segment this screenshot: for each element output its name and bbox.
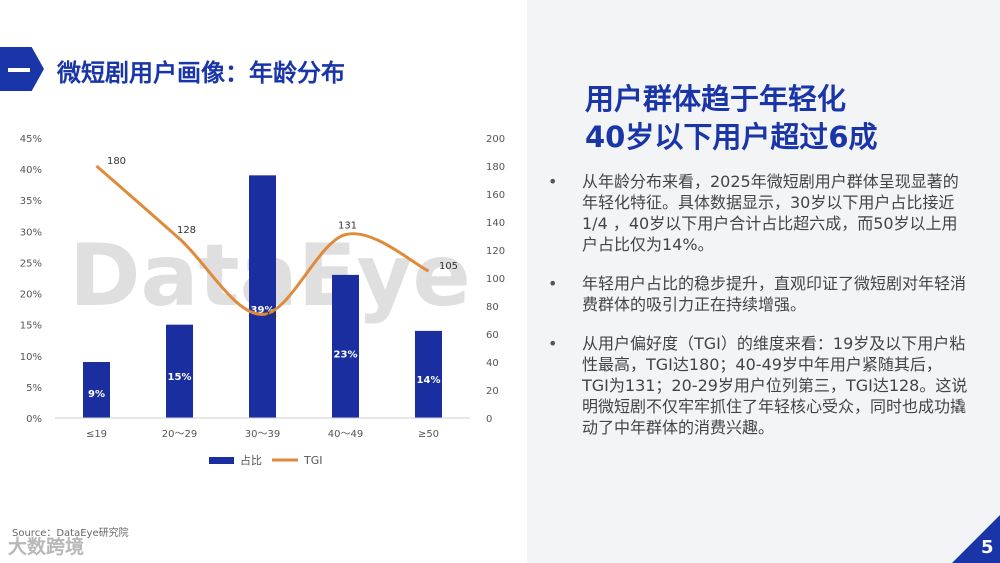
bar (332, 274, 359, 418)
bullet-item: • 从年龄分布来看，2025年微短剧用户群体呈现显著的年轻化特征。具体数据显示，… (548, 171, 968, 255)
legend-bar-label: 占比 (240, 453, 262, 467)
right-axis-tick: 80 (486, 302, 499, 313)
title-dash (8, 68, 30, 72)
bar-label: 23% (334, 350, 358, 361)
headline-line-2: 40岁以下用户超过6成 (585, 120, 878, 154)
bullet-text: 年轻用户占比的稳步提升，直观印证了微短剧对年轻消费群体的吸引力正在持续增强。 (582, 274, 967, 314)
x-tick-label: ≤19 (86, 429, 107, 440)
x-axis: ≤19 20～29 30～39 40～49 ≥50 (55, 417, 470, 440)
bar-series: 9% 15% 39% 23% 14% (83, 175, 442, 418)
legend: 占比 TGI (209, 453, 323, 467)
left-axis-tick: 5% (26, 383, 42, 394)
bar (166, 324, 193, 418)
right-axis-tick: 200 (486, 134, 505, 145)
left-axis-tick: 35% (20, 196, 42, 207)
bar-label: 14% (417, 375, 441, 386)
right-axis-tick: 100 (486, 274, 505, 285)
bar (249, 175, 276, 418)
bar-label: 9% (88, 389, 105, 400)
bar-label: 39% (251, 305, 275, 316)
bar (83, 362, 110, 418)
left-axis-tick: 10% (20, 352, 42, 363)
x-tick-label: 30～39 (245, 429, 280, 440)
bullet-item: • 年轻用户占比的稳步提升，直观印证了微短剧对年轻消费群体的吸引力正在持续增强。 (548, 273, 968, 315)
tgi-data-label: 180 (107, 156, 126, 167)
left-axis-tick: 40% (20, 165, 42, 176)
tgi-data-label: 128 (177, 225, 196, 236)
bullet-text: 从年龄分布来看，2025年微短剧用户群体呈现显著的年轻化特征。具体数据显示，30… (582, 172, 959, 254)
x-tick-label: ≥50 (418, 429, 439, 440)
headline-line-1: 用户群体趋于年轻化 (585, 82, 847, 116)
left-axis-tick: 0% (26, 414, 42, 425)
bar-label: 15% (168, 372, 192, 383)
bullet-dot: • (548, 172, 558, 191)
tgi-data-label: 105 (439, 261, 458, 272)
tgi-data-label: 131 (338, 221, 357, 232)
tgi-labels: 180 128 74 131 105 (107, 156, 458, 321)
bullet-dot: • (548, 274, 558, 293)
bullet-list: • 从年龄分布来看，2025年微短剧用户群体呈现显著的年轻化特征。具体数据显示，… (548, 171, 968, 456)
headline: 用户群体趋于年轻化 40岁以下用户超过6成 (585, 80, 878, 156)
brand-logo: 大数跨境 (8, 536, 85, 558)
right-axis-tick: 180 (486, 162, 505, 173)
right-panel (527, 0, 1000, 563)
right-axis-tick: 160 (486, 190, 505, 201)
tgi-data-label: 74 (264, 310, 277, 321)
page-number: 5 (981, 537, 994, 558)
right-axis-tick: 20 (486, 386, 499, 397)
source-note: Source：DataEye研究院 (12, 528, 129, 539)
bullet-item: • 从用户偏好度（TGI）的维度来看：19岁及以下用户粘性最高，TGI达180；… (548, 333, 968, 438)
bullet-text: 从用户偏好度（TGI）的维度来看：19岁及以下用户粘性最高，TGI达180；40… (582, 334, 968, 437)
left-axis-tick: 25% (20, 258, 42, 269)
page-title: 微短剧用户画像：年龄分布 (57, 59, 345, 87)
x-tick-label: 40～49 (328, 429, 363, 440)
bullet-dot: • (548, 334, 558, 353)
right-axis-tick: 60 (486, 330, 499, 341)
right-axis-tick: 40 (486, 358, 499, 369)
legend-line-label: TGI (303, 454, 323, 467)
x-tick-label: 20～29 (162, 429, 197, 440)
left-axis-tick: 20% (20, 290, 42, 301)
right-axis: 0 20 40 60 80 100 120 140 160 180 200 (486, 134, 505, 425)
right-axis-tick: 0 (486, 414, 492, 425)
left-axis: 0% 5% 10% 15% 20% 25% 30% 35% 40% 45% (20, 134, 42, 425)
tgi-line (95, 164, 430, 316)
left-axis-tick: 45% (20, 134, 42, 145)
age-distribution-chart: DataEye 0%5%10%15%20%25%30%35%40%45% 020… (20, 134, 505, 467)
left-axis-tick: 15% (20, 321, 42, 332)
right-axis-tick: 140 (486, 218, 505, 229)
left-axis-tick: 30% (20, 227, 42, 238)
right-axis-tick: 120 (486, 246, 505, 257)
legend-bar-swatch (209, 457, 234, 464)
bar (415, 330, 442, 418)
